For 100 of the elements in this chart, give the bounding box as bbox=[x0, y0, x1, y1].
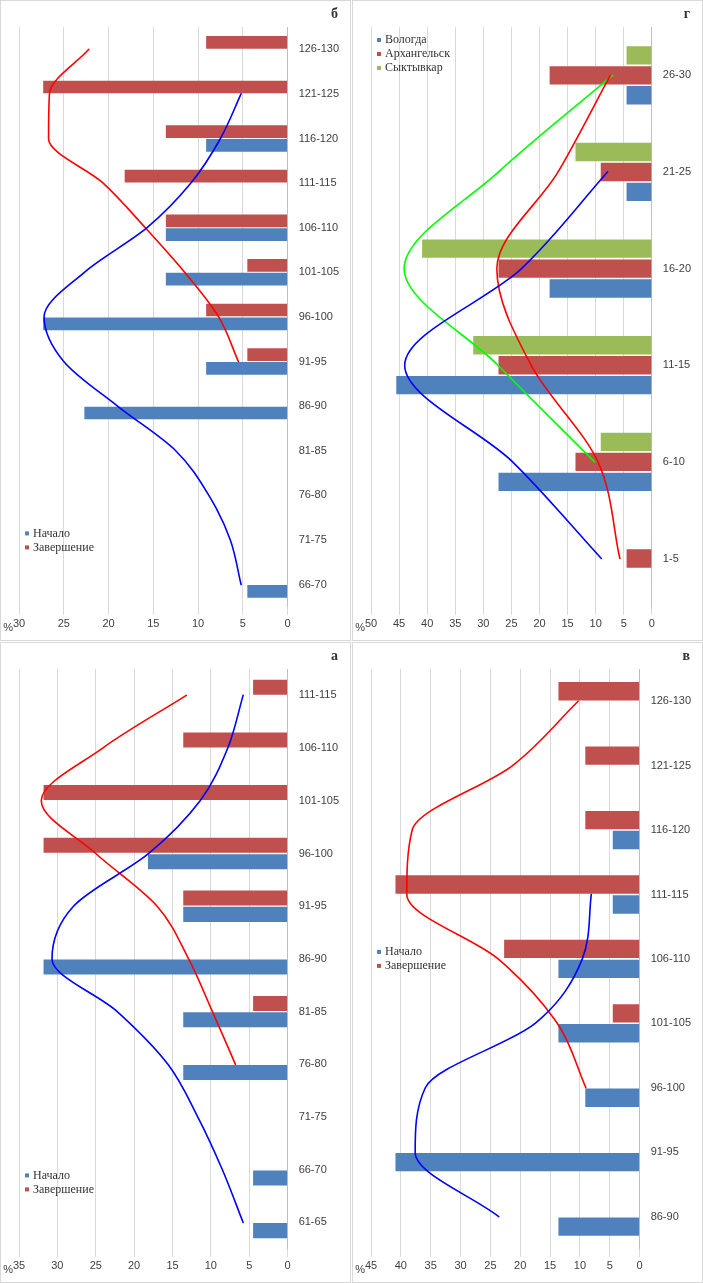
bar bbox=[124, 169, 288, 183]
bar bbox=[253, 679, 288, 695]
x-tick-label: 35 bbox=[449, 617, 462, 630]
bar bbox=[395, 875, 640, 894]
x-tick-label: 20 bbox=[514, 1259, 527, 1272]
legend-label: Завершение bbox=[33, 1181, 94, 1196]
bar bbox=[183, 1064, 288, 1080]
x-tick-label: 25 bbox=[89, 1259, 102, 1272]
bar bbox=[43, 837, 288, 853]
x-tick-label: 25 bbox=[57, 617, 70, 630]
bar bbox=[253, 1223, 288, 1239]
x-tick-label: 20 bbox=[102, 617, 115, 630]
y-tick-label: 121-125 bbox=[298, 86, 340, 99]
bar bbox=[585, 1088, 640, 1107]
x-tick-label: 0 bbox=[284, 1259, 291, 1272]
x-tick-label: 5 bbox=[246, 1259, 253, 1272]
y-tick-label: 86-90 bbox=[298, 951, 327, 964]
y-tick-label: 91-95 bbox=[298, 899, 327, 912]
bar bbox=[558, 1217, 640, 1236]
legend-label: Архангельск bbox=[385, 46, 451, 61]
x-tick-label: 10 bbox=[573, 1259, 587, 1272]
y-tick-label: 121-125 bbox=[650, 758, 692, 771]
x-tick-label: 15 bbox=[561, 617, 574, 630]
bar bbox=[575, 142, 652, 162]
bar bbox=[504, 939, 640, 959]
bar bbox=[43, 317, 288, 331]
y-tick-label: 111-115 bbox=[650, 887, 689, 900]
x-tick-label: 40 bbox=[394, 1259, 407, 1272]
y-tick-label: 91-95 bbox=[298, 354, 327, 367]
bar bbox=[626, 86, 652, 105]
x-tick-label: 0 bbox=[636, 1259, 643, 1272]
y-tick-label: 71-75 bbox=[298, 1110, 327, 1123]
x-tick-label: 30 bbox=[477, 617, 490, 630]
y-tick-label: 126-130 bbox=[650, 694, 692, 707]
bar bbox=[549, 66, 652, 85]
x-axis-title: % bbox=[355, 1263, 366, 1276]
legend-label: Завершение bbox=[385, 958, 446, 973]
x-tick-label: 15 bbox=[147, 617, 160, 630]
bar bbox=[165, 272, 288, 286]
y-tick-label: 21-25 bbox=[662, 164, 692, 177]
bar bbox=[473, 336, 652, 355]
x-tick-label: 25 bbox=[484, 1259, 497, 1272]
bar bbox=[626, 182, 652, 202]
y-tick-label: 81-85 bbox=[298, 443, 327, 456]
bar bbox=[585, 810, 640, 830]
bar bbox=[247, 585, 288, 598]
legend-label: Сыктывкар bbox=[385, 60, 443, 75]
y-tick-label: 116-120 bbox=[298, 131, 339, 144]
y-tick-label: 106-110 bbox=[298, 220, 339, 233]
x-tick-label: 15 bbox=[166, 1259, 179, 1272]
bar bbox=[558, 959, 640, 979]
x-tick-label: 5 bbox=[606, 1259, 613, 1272]
bar bbox=[247, 259, 288, 272]
bar bbox=[626, 549, 652, 568]
bar bbox=[422, 239, 652, 258]
x-tick-label: 30 bbox=[51, 1259, 64, 1272]
y-tick-label: 76-80 bbox=[298, 1057, 327, 1070]
x-tick-label: 30 bbox=[12, 617, 26, 630]
bar bbox=[183, 1012, 288, 1028]
x-tick-label: 15 bbox=[543, 1259, 557, 1272]
bar bbox=[247, 348, 288, 361]
y-tick-label: 6-10 bbox=[662, 454, 685, 467]
bar bbox=[396, 376, 652, 395]
bar bbox=[206, 139, 288, 152]
bar bbox=[558, 1024, 640, 1043]
x-tick-label: 20 bbox=[128, 1259, 141, 1272]
bar bbox=[558, 682, 640, 701]
x-tick-label: 35 bbox=[424, 1259, 437, 1272]
bar bbox=[612, 895, 640, 914]
x-tick-label: 50 bbox=[364, 617, 378, 630]
x-tick-label: 0 bbox=[648, 617, 655, 630]
x-tick-label: 20 bbox=[533, 617, 546, 630]
bar bbox=[498, 472, 652, 492]
bar bbox=[147, 854, 288, 870]
x-tick-label: 10 bbox=[204, 1259, 217, 1272]
bar bbox=[43, 80, 288, 94]
y-tick-label: 76-80 bbox=[298, 488, 327, 501]
bar bbox=[165, 214, 288, 228]
y-tick-label: 86-90 bbox=[650, 1209, 679, 1222]
legend-label: Завершение bbox=[33, 539, 94, 554]
x-axis-title: % bbox=[3, 621, 14, 634]
bar bbox=[165, 125, 288, 138]
bar bbox=[43, 959, 288, 975]
bar bbox=[84, 406, 288, 420]
y-tick-label: 106-110 bbox=[650, 951, 691, 964]
x-axis-title: % bbox=[355, 621, 366, 634]
y-tick-label: 66-70 bbox=[298, 577, 327, 590]
y-tick-label: 61-65 bbox=[298, 1215, 327, 1228]
y-tick-label: 11-15 bbox=[662, 358, 691, 371]
bar bbox=[626, 46, 652, 65]
y-tick-label: 106-110 bbox=[298, 741, 339, 754]
y-tick-label: 126-130 bbox=[298, 42, 340, 55]
text: г bbox=[683, 5, 690, 21]
bar bbox=[206, 362, 288, 375]
x-tick-label: 10 bbox=[191, 617, 205, 630]
x-tick-label: 0 bbox=[284, 617, 291, 630]
x-tick-label: 5 bbox=[239, 617, 246, 630]
bar bbox=[585, 746, 640, 765]
bar bbox=[549, 279, 652, 298]
y-tick-label: 101-105 bbox=[650, 1016, 692, 1029]
